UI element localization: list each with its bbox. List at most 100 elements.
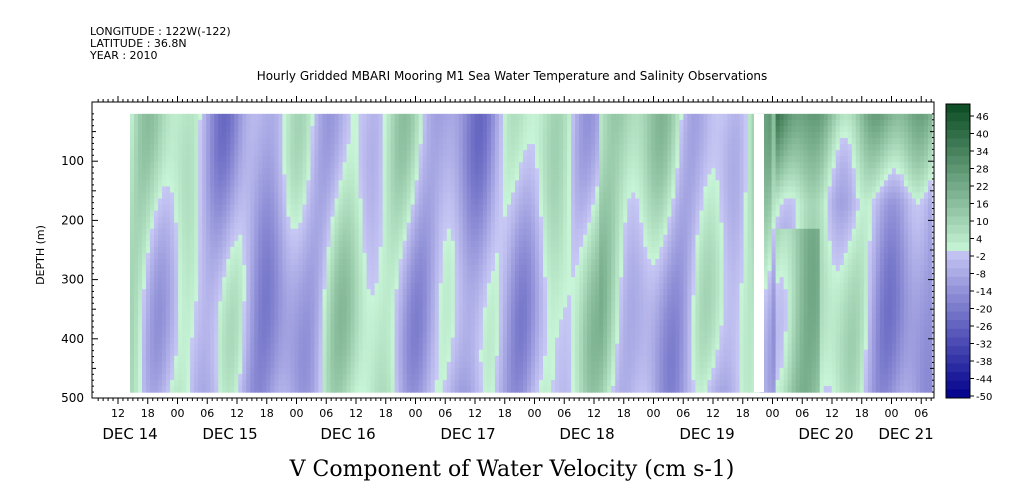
heatmap-cell [518, 313, 524, 321]
heatmap-cell [539, 337, 544, 345]
heatmap-cell [494, 295, 500, 302]
heatmap-cell [226, 277, 231, 284]
heatmap-cell [446, 228, 452, 236]
heatmap-cell [490, 228, 496, 236]
heatmap-cell [334, 319, 340, 327]
heatmap-cell [462, 295, 468, 302]
heatmap-cell [330, 119, 336, 127]
heatmap-cell [414, 349, 420, 357]
heatmap-cell [531, 113, 536, 121]
heatmap-cell [378, 162, 384, 169]
heatmap-cell [262, 361, 267, 369]
heatmap-cell [198, 138, 203, 145]
heatmap-cell [555, 337, 560, 345]
heatmap-cell [342, 349, 348, 357]
heatmap-cell [258, 277, 263, 284]
heatmap-cell [230, 125, 235, 133]
heatmap-cell [150, 337, 155, 345]
heatmap-cell [358, 113, 364, 121]
heatmap-cell [422, 198, 428, 206]
heatmap-cell [518, 301, 524, 308]
heatmap-cell [406, 331, 412, 339]
heatmap-cell [342, 216, 348, 224]
heatmap-cell [310, 386, 316, 393]
heatmap-cell [474, 386, 480, 393]
heatmap-cell [334, 361, 340, 369]
heatmap-cell [474, 192, 480, 200]
heatmap-cell [258, 246, 263, 254]
heatmap-cell [350, 331, 356, 339]
heatmap-cell [406, 252, 412, 260]
heatmap-cell [350, 271, 356, 278]
heatmap-cell [150, 174, 155, 181]
heatmap-cell [426, 228, 432, 236]
heatmap-cell [154, 222, 159, 230]
heatmap-cell [166, 386, 171, 393]
heatmap-cell [198, 295, 203, 302]
heatmap-cell [418, 265, 424, 272]
heatmap-cell [358, 295, 364, 302]
heatmap-cell [543, 259, 548, 266]
heatmap-cell [494, 252, 500, 260]
heatmap-cell [458, 343, 464, 351]
heatmap-cell [522, 144, 528, 151]
heatmap-cell [234, 192, 239, 200]
heatmap-cell [510, 162, 516, 169]
heatmap-cell [218, 138, 223, 145]
heatmap-cell [310, 379, 316, 387]
heatmap-cell [526, 331, 532, 339]
heatmap-cell [466, 307, 472, 315]
heatmap-cell [218, 150, 223, 157]
heatmap-cell [482, 367, 488, 375]
heatmap-cell [543, 301, 548, 308]
heatmap-cell [426, 373, 432, 381]
heatmap-cell [402, 240, 408, 248]
heatmap-cell [138, 331, 143, 339]
heatmap-cell [214, 271, 219, 278]
heatmap-cell [330, 361, 336, 369]
heatmap-cell [402, 125, 408, 133]
heatmap-cell [222, 265, 227, 272]
heatmap-cell [206, 386, 211, 393]
heatmap-cell [210, 301, 215, 308]
heatmap-cell [490, 301, 496, 308]
heatmap-cell [406, 283, 412, 290]
heatmap-cell [478, 361, 484, 369]
heatmap-cell [194, 234, 199, 242]
heatmap-cell [254, 228, 259, 236]
heatmap-cell [410, 301, 416, 308]
heatmap-cell [362, 138, 368, 145]
heatmap-cell [418, 174, 424, 181]
header-year: YEAR : 2010 [89, 49, 158, 62]
heatmap-cell [382, 313, 388, 321]
heatmap-cell [450, 283, 456, 290]
heatmap-cell [134, 240, 139, 248]
heatmap-cell [358, 162, 364, 169]
heatmap-cell [158, 319, 163, 327]
heatmap-cell [262, 168, 267, 175]
heatmap-cell [514, 125, 520, 133]
heatmap-cell [322, 138, 328, 145]
heatmap-cell [270, 337, 275, 345]
heatmap-cell [198, 228, 203, 236]
heatmap-cell [170, 289, 175, 296]
heatmap-cell [238, 252, 243, 260]
heatmap-cell [547, 386, 552, 393]
heatmap-cell [170, 379, 175, 387]
heatmap-cell [278, 259, 283, 266]
heatmap-cell [555, 168, 560, 175]
heatmap-cell [254, 198, 259, 206]
heatmap-cell [302, 325, 308, 333]
heatmap-cell [526, 355, 532, 363]
heatmap-cell [234, 283, 239, 290]
heatmap-cell [338, 307, 344, 315]
heatmap-cell [258, 252, 263, 260]
heatmap-cell [282, 192, 287, 200]
heatmap-cell [466, 180, 472, 188]
heatmap-cell [266, 379, 271, 387]
heatmap-cell [342, 265, 348, 272]
heatmap-cell [382, 295, 388, 302]
heatmap-cell [162, 162, 167, 169]
heatmap-cell [386, 271, 392, 278]
heatmap-cell [518, 307, 524, 315]
